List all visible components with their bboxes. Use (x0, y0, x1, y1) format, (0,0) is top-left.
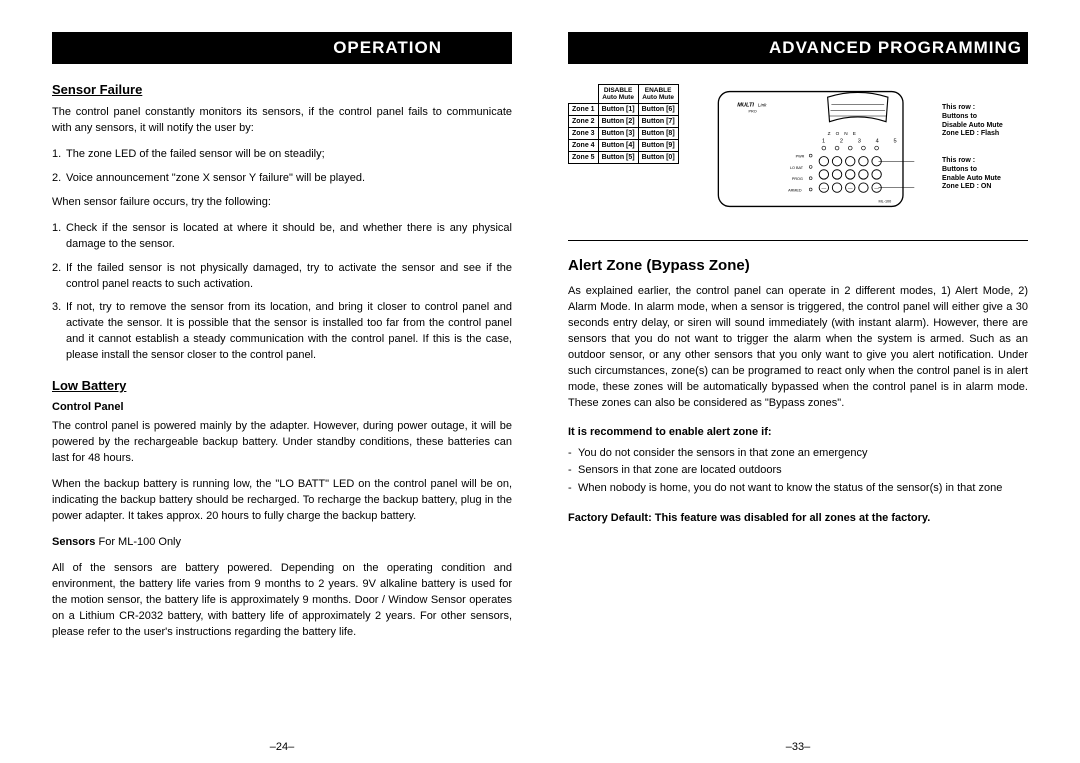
list-item: 1.Check if the sensor is located at wher… (52, 221, 512, 253)
list-item: 3.If not, try to remove the sensor from … (52, 300, 512, 364)
alert-zone-title: Alert Zone (Bypass Zone) (568, 257, 1028, 274)
table-row: Zone 4Button [4]Button [9] (569, 140, 679, 152)
svg-text:Z O N E: Z O N E (827, 131, 857, 136)
svg-text:MULTI: MULTI (737, 103, 754, 109)
recommend-list: You do not consider the sensors in that … (568, 446, 1028, 500)
list-item: 2.Voice announcement "zone X sensor Y fa… (52, 171, 512, 187)
table-header-disable: DISABLEAuto Mute (598, 85, 638, 104)
factory-default: Factory Default: This feature was disabl… (568, 511, 1028, 527)
control-panel-subtitle: Control Panel (52, 401, 512, 413)
svg-text:PWR: PWR (795, 154, 804, 158)
svg-text:PRO: PRO (748, 109, 756, 113)
button-mapping-table: DISABLEAuto Mute ENABLEAuto Mute Zone 1B… (568, 84, 679, 164)
svg-text:1 2 3 4 5: 1 2 3 4 5 (822, 138, 903, 144)
steps-list: 1.Check if the sensor is located at wher… (52, 221, 512, 373)
list-item: Sensors in that zone are located outdoor… (568, 463, 1028, 479)
alert-zone-paragraph: As explained earlier, the control panel … (568, 284, 1028, 412)
divider (568, 240, 1028, 241)
table-row: Zone 1Button [1]Button [6] (569, 104, 679, 116)
diagram-notes: This row : Buttons to Disable Auto Mute … (942, 84, 1028, 210)
svg-text:ML-100: ML-100 (878, 200, 891, 204)
sensor-failure-intro: The control panel constantly monitors it… (52, 105, 512, 137)
try-intro: When sensor failure occurs, try the foll… (52, 195, 512, 211)
table-row: Zone 2Button [2]Button [7] (569, 116, 679, 128)
table-row: Zone 5Button [5]Button [0] (569, 152, 679, 164)
page-number-left: –24– (52, 729, 512, 753)
operation-header: OPERATION (52, 32, 512, 64)
svg-text:PROG: PROG (791, 177, 802, 181)
svg-text:Link: Link (758, 103, 767, 108)
svg-text:—: — (874, 186, 879, 191)
list-item: You do not consider the sensors in that … (568, 446, 1028, 462)
diagram-area: DISABLEAuto Mute ENABLEAuto Mute Zone 1B… (568, 82, 1028, 224)
list-item: When nobody is home, you do not want to … (568, 481, 1028, 497)
sensor-failure-title: Sensor Failure (52, 82, 512, 97)
advanced-programming-header: ADVANCED PROGRAMMING (568, 32, 1028, 64)
svg-text:—: — (848, 186, 853, 191)
svg-text:ARMED: ARMED (788, 188, 802, 192)
control-panel-diagram: MULTI Link PRO Z O N E 1 2 3 4 5 PWR LO … (683, 84, 938, 214)
table-row: Zone 3Button [3]Button [8] (569, 128, 679, 140)
right-page: ADVANCED PROGRAMMING DISABLEAuto Mute EN… (540, 32, 1046, 753)
sensors-paragraph: All of the sensors are battery powered. … (52, 561, 512, 641)
page-number-right: –33– (568, 729, 1028, 753)
cp-paragraph-1: The control panel is powered mainly by t… (52, 419, 512, 467)
note-disable: This row : Buttons to Disable Auto Mute … (942, 104, 1028, 139)
cp-paragraph-2: When the backup battery is running low, … (52, 477, 512, 525)
recommend-title: It is recommend to enable alert zone if: (568, 426, 1028, 438)
svg-text:LO BAT: LO BAT (790, 166, 804, 170)
sensors-subtitle: Sensors For ML-100 Only (52, 535, 512, 551)
notify-list: 1.The zone LED of the failed sensor will… (52, 147, 512, 195)
table-header-enable: ENABLEAuto Mute (638, 85, 678, 104)
low-battery-title: Low Battery (52, 378, 512, 393)
note-enable: This row : Buttons to Enable Auto Mute Z… (942, 157, 1028, 192)
list-item: 1.The zone LED of the failed sensor will… (52, 147, 512, 163)
left-page: OPERATION Sensor Failure The control pan… (34, 32, 540, 753)
list-item: 2.If the failed sensor is not physically… (52, 261, 512, 293)
svg-text:—: — (821, 186, 826, 191)
